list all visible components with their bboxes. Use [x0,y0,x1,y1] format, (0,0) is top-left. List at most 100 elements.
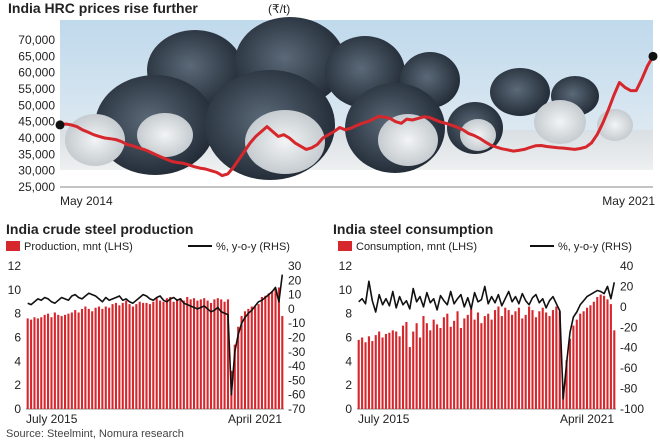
production-title: India crude steel production [6,221,193,237]
hrc-y-tick-label: 40,000 [18,131,55,145]
production-bar [182,300,185,409]
hrc-y-tick-label: 50,000 [18,98,55,112]
production-right-tick-label: -40 [288,359,306,373]
consumption-bar [524,314,527,409]
consumption-bar [401,325,405,409]
production-bar [80,308,84,409]
consumption-bar [483,316,486,409]
consumption-axes: 0 2 4 6 8 10 12 -100 -80 -60 -40 -20 0 20 40 [339,259,645,416]
production-bar [189,299,192,409]
production-right-tick-label: -30 [288,345,306,359]
hrc-y-tick-label: 55,000 [18,82,55,96]
consumption-bar [364,342,367,409]
production-bar [70,312,73,409]
consumption-title: India steel consumption [333,221,493,237]
consumption-bar [361,337,364,409]
hrc-chart: India HRC prices rise further (₹/t) [8,0,658,208]
consumption-bar [521,318,524,409]
production-bar [223,301,226,409]
consumption-legend-bar-label: Consumption, mnt (LHS) [356,241,477,253]
steel-coils-photo [60,17,653,180]
production-bar [216,298,219,409]
production-bar [121,302,124,409]
consumption-left-tick-label: 8 [345,307,352,321]
hrc-y-tick-label: 65,000 [18,49,55,63]
production-bar [108,307,111,409]
consumption-bar [531,310,534,409]
consumption-bar [374,335,377,409]
production-right-tick-label: 30 [288,259,302,273]
consumption-bar [473,319,476,410]
consumption-bar [545,312,548,409]
consumption-legend-line-label: %, y-o-y (RHS) [558,241,632,253]
production-bar [63,314,67,409]
production-bar [203,298,206,409]
consumption-bar [534,317,537,409]
production-bar [155,298,158,409]
production-bar [165,298,168,409]
consumption-bar [432,319,435,410]
consumption-right-tick-label: -100 [620,402,644,416]
consumption-left-tick-label: 12 [339,259,353,273]
production-bar [277,287,280,409]
production-bar [57,314,60,409]
consumption-bar [582,311,585,409]
consumption-bar [398,336,401,409]
production-left-tick-label: 8 [14,307,21,321]
consumption-bar [422,316,425,409]
consumption-right-tick-label: -20 [620,320,638,334]
consumption-bar [412,331,415,409]
consumption-bar [592,301,595,409]
production-bar [94,307,97,409]
hrc-y-tick-label: 25,000 [18,180,55,194]
hrc-plot-area [55,51,658,178]
hrc-y-tick-label: 30,000 [18,164,55,178]
consumption-bar [418,337,422,409]
production-right-tick-label: -70 [288,402,306,416]
production-plot-area [26,274,284,410]
consumption-bar [378,331,381,409]
consumption-bar [514,311,517,409]
production-bar [267,293,270,409]
hrc-y-axis: 25,000 30,000 35,000 40,000 45,000 50,000 55,0… [18,33,653,194]
production-bar [40,317,43,409]
consumption-bar [367,336,370,409]
production-bar [84,306,87,409]
consumption-bar [558,311,561,409]
production-bar [135,304,138,409]
production-bar [33,317,36,409]
consumption-bar [442,317,445,409]
production-bar [77,312,80,409]
consumption-chart: India steel consumption Consumption, mnt… [333,221,644,426]
production-bar [192,298,196,409]
hrc-x-end-label: May 2021 [602,194,655,208]
production-left-tick-label: 12 [8,259,22,273]
consumption-bar [429,330,432,409]
consumption-bar [446,313,449,409]
production-bar [87,308,90,409]
consumption-bar [381,337,384,409]
production-bar [199,299,202,409]
production-bar [36,318,39,409]
production-bar [43,314,46,409]
production-bar [50,317,53,409]
hrc-y-tick-label: 45,000 [18,115,55,129]
consumption-bar [603,295,606,409]
consumption-bar [470,308,473,409]
production-bar [145,302,148,409]
production-bar [111,304,114,409]
production-bar [97,306,101,409]
production-bar [142,302,145,409]
consumption-bar [493,310,497,409]
consumption-right-tick-label: 0 [620,300,627,314]
production-bar [47,313,50,409]
consumption-left-tick-label: 0 [345,402,352,416]
consumption-bar [449,326,452,409]
consumption-right-tick-label: -60 [620,361,638,375]
consumption-left-tick-label: 4 [345,354,352,368]
production-bar [104,306,107,409]
production-bar [169,296,172,409]
production-left-tick-label: 4 [14,354,21,368]
consumption-bar [596,296,599,409]
production-bar [125,300,128,409]
